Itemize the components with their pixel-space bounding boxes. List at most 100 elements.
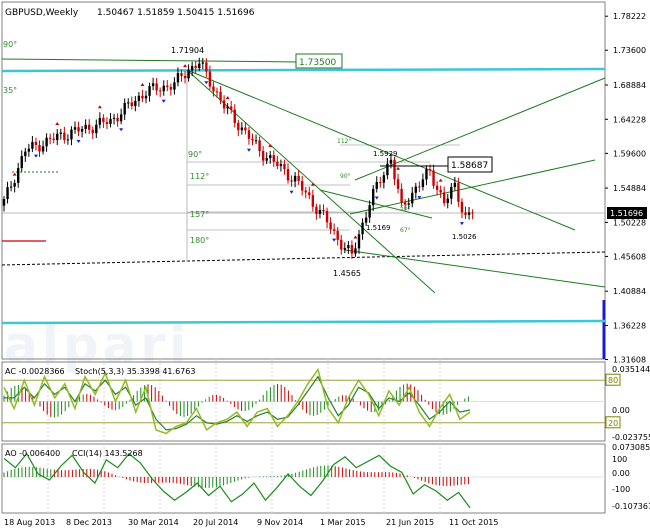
trendline (354, 77, 606, 181)
candle-body (389, 159, 393, 164)
candle-body (251, 138, 254, 141)
candle-body (290, 180, 293, 182)
fractal-down-arrow (161, 99, 166, 103)
angle-label: 157° (190, 210, 209, 219)
candle-body (471, 212, 474, 214)
candle-body (9, 186, 13, 188)
trendline (319, 189, 433, 219)
fractal-down-arrow (246, 148, 251, 152)
trendline (344, 249, 606, 288)
edge-angle-label: 90° (3, 40, 17, 49)
candle-body (443, 192, 446, 204)
candle-body (283, 164, 286, 170)
candle-body (382, 175, 386, 183)
fractal-down-arrow (417, 196, 422, 200)
candle-body (105, 122, 109, 124)
candle-body (368, 205, 371, 218)
candle-body (159, 90, 162, 92)
panel2-axis-label: 0.035144 (612, 365, 650, 374)
candle-body (446, 198, 449, 204)
candle-body (70, 129, 73, 140)
candle-body (134, 100, 137, 107)
fractal-up-arrow (97, 105, 102, 109)
candle-body (155, 83, 158, 91)
candle-body (88, 124, 91, 130)
candle-body (31, 141, 34, 149)
trendline (349, 159, 596, 215)
panel2-axis-label: -0.023755 (612, 433, 650, 442)
dashed-trendline (1, 251, 606, 266)
candle-body (386, 163, 389, 176)
candle-body (166, 85, 169, 87)
angle-label: 90° (188, 150, 202, 159)
price-axis-label: 1.68884 (613, 81, 646, 90)
candle-body (162, 85, 165, 92)
candle-body (41, 146, 45, 152)
panel-frame-2 (1, 443, 606, 514)
candle-body (116, 117, 119, 122)
candle-body (219, 91, 222, 101)
candle-body (59, 132, 62, 134)
candle-body (261, 151, 265, 161)
time-axis-label: 18 Aug 2013 (4, 518, 55, 527)
fractal-up-arrow (12, 172, 17, 176)
swing-label: 1.5026 (452, 233, 477, 241)
panel-frame-0 (1, 1, 606, 360)
candle-body (91, 129, 94, 134)
boxed-price-label: 1.73500 (299, 58, 336, 68)
candle-body (293, 175, 297, 182)
candle-body (6, 187, 9, 200)
price-axis-label: 1.73600 (613, 46, 646, 55)
watermark-text: alpari (4, 316, 191, 374)
candle-body (325, 210, 329, 223)
fractal-up-arrow (438, 178, 443, 182)
price-axis-label: 1.78222 (613, 12, 646, 21)
candle-body (439, 189, 442, 193)
cci-line (3, 452, 471, 509)
fractal-down-arrow (289, 190, 294, 194)
candle-body (176, 73, 180, 83)
candle-body (279, 164, 283, 167)
candle-body (450, 186, 453, 199)
candle-body (340, 239, 343, 250)
candle-body (80, 128, 84, 132)
candle-body (137, 95, 141, 101)
candle-body (173, 82, 176, 90)
candle-body (190, 65, 194, 71)
boxed-label-frame (295, 53, 343, 69)
candle-body (311, 195, 315, 207)
swing-high-label: 1.71904 (171, 46, 204, 55)
candle-body (20, 156, 23, 169)
candle-body (322, 209, 325, 211)
candle-body (375, 181, 378, 189)
candle-body (297, 175, 300, 182)
candle-body (45, 137, 48, 147)
fractal-down-arrow (33, 154, 38, 158)
panel3-axis-label: 0.073085 (612, 443, 650, 452)
price-axis-label: 1.54884 (613, 184, 646, 193)
candle-body (418, 186, 421, 188)
candle-body (151, 83, 155, 87)
candle-body (301, 181, 304, 191)
level-box (605, 373, 621, 386)
candle-body (63, 132, 66, 140)
candle-body (453, 182, 457, 187)
panel3-axis-label: 0.00 (612, 469, 630, 478)
candle-body (315, 206, 318, 214)
angle-label: 67° (400, 227, 411, 234)
candle-body (258, 140, 261, 152)
candle-body (17, 168, 20, 183)
candle-body (357, 234, 361, 249)
candle-body (98, 117, 102, 125)
fractal-up-arrow (310, 182, 315, 186)
fractal-down-arrow (459, 222, 464, 226)
candle-body (347, 245, 350, 249)
candle-body (144, 95, 148, 99)
candle-body (269, 155, 272, 159)
time-axis-label: 21 Jun 2015 (386, 518, 434, 527)
horizontal-ray (1, 58, 301, 63)
candle-body (198, 63, 201, 69)
price-axis-label: 1.45608 (613, 252, 646, 261)
candle-body (112, 117, 116, 119)
